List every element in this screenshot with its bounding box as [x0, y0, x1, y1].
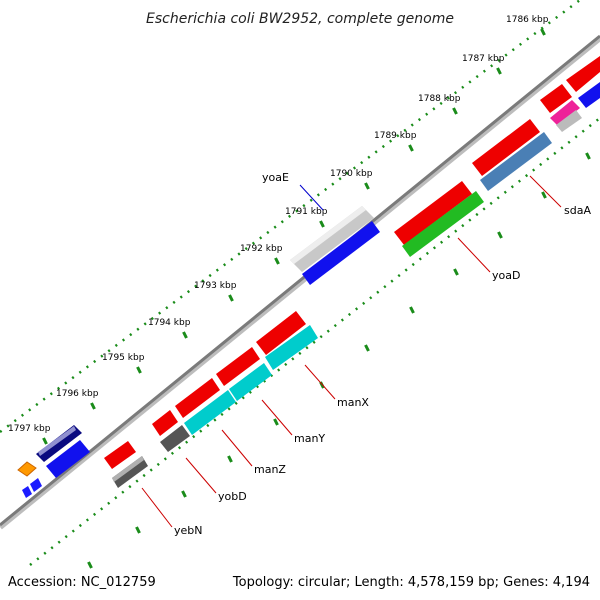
gene-feature[interactable]: [30, 478, 42, 492]
genome-summary: Topology: circular; Length: 4,578,159 bp…: [232, 575, 590, 590]
gene-feature[interactable]: [394, 181, 472, 245]
tick-mark: [497, 231, 503, 239]
tick-mark: [87, 561, 93, 569]
gene-label-yobD[interactable]: yobD: [218, 490, 247, 503]
tick-mark: [364, 344, 370, 352]
tick-mark: [408, 144, 414, 152]
label-leaders: [141, 175, 562, 528]
tick-label: 1794 kbp: [148, 318, 191, 328]
tick-label: 1790 kbp: [330, 169, 373, 179]
gene-feature[interactable]: [36, 425, 82, 462]
tick-mark: [273, 418, 279, 426]
gene-feature[interactable]: [184, 390, 236, 435]
gene-feature[interactable]: [112, 456, 148, 488]
tick-mark: [135, 526, 141, 534]
yoaE-leader: [299, 184, 324, 211]
tick-mark: [585, 152, 591, 160]
tick-label: 1789 kbp: [374, 131, 417, 141]
tick-mark: [452, 107, 458, 115]
tick-label: 1787 kbp: [462, 54, 505, 64]
tick-label: 1797 kbp: [8, 424, 51, 434]
gene-feature[interactable]: [578, 82, 600, 108]
tick-label: 1786 kbp: [506, 15, 549, 25]
gene-labels: yoaE sdaA yoaD manX manY manZ yobD yebN: [174, 171, 591, 537]
gene-feature[interactable]: [22, 486, 32, 498]
tick-label: 1795 kbp: [102, 353, 145, 363]
tick-labels: 1786 kbp 1787 kbp 1788 kbp 1789 kbp 1790 kbp…: [8, 15, 549, 434]
tick-mark: [409, 306, 415, 314]
tick-mark: [540, 28, 546, 36]
gene-label-yebN[interactable]: yebN: [174, 524, 203, 537]
tick-mark: [496, 67, 502, 75]
tick-mark: [453, 268, 459, 276]
gene-feature[interactable]: [265, 325, 318, 370]
gene-feature[interactable]: [472, 119, 540, 176]
gene-feature[interactable]: [216, 347, 260, 386]
tick-label: 1791 kbp: [285, 207, 328, 217]
genome-backbone: [0, 35, 600, 530]
gene-feature[interactable]: [290, 206, 374, 272]
gene-feature[interactable]: [480, 132, 552, 191]
map-title: Escherichia coli BW2952, complete genome: [146, 11, 454, 27]
tick-mark: [228, 294, 234, 302]
gene-label-yoaE[interactable]: yoaE: [262, 171, 289, 184]
gene-label-yoaD[interactable]: yoaD: [492, 269, 520, 282]
tick-mark: [182, 331, 188, 339]
gene-feature[interactable]: [160, 425, 190, 452]
tick-mark: [136, 366, 142, 374]
gene-feature[interactable]: [256, 311, 306, 355]
gene-feature[interactable]: [550, 100, 580, 126]
gene-feature[interactable]: [402, 191, 484, 257]
gene-feature[interactable]: [17, 461, 37, 477]
gene-label-manZ[interactable]: manZ: [254, 463, 286, 476]
gene-feature[interactable]: [566, 56, 600, 92]
tick-label: 1788 kbp: [418, 94, 461, 104]
accession-text: Accession: NC_012759: [8, 575, 156, 590]
tick-mark: [319, 220, 325, 228]
tick-mark: [42, 437, 48, 445]
gene-label-manX[interactable]: manX: [337, 396, 369, 409]
tick-mark: [541, 191, 547, 199]
gene-feature[interactable]: [540, 84, 572, 113]
tick-track: [29, 117, 600, 566]
gene-feature[interactable]: [556, 110, 582, 132]
gene-features: [17, 56, 600, 498]
tick-label: 1796 kbp: [56, 389, 99, 399]
gene-feature[interactable]: [46, 440, 90, 478]
gene-feature[interactable]: [104, 441, 136, 469]
gene-feature[interactable]: [152, 410, 178, 436]
tick-mark: [227, 455, 233, 463]
tick-label: 1793 kbp: [194, 281, 237, 291]
gene-feature[interactable]: [302, 221, 380, 285]
tick-label: 1792 kbp: [240, 244, 283, 254]
gene-feature[interactable]: [229, 363, 272, 401]
tick-mark: [90, 402, 96, 410]
tick-track: [0, 0, 581, 434]
tick-mark: [274, 257, 280, 265]
gene-feature[interactable]: [175, 378, 220, 418]
tick-mark: [364, 182, 370, 190]
gene-label-sdaA[interactable]: sdaA: [564, 204, 591, 217]
tick-mark: [181, 490, 187, 498]
gene-label-manY[interactable]: manY: [294, 432, 325, 445]
